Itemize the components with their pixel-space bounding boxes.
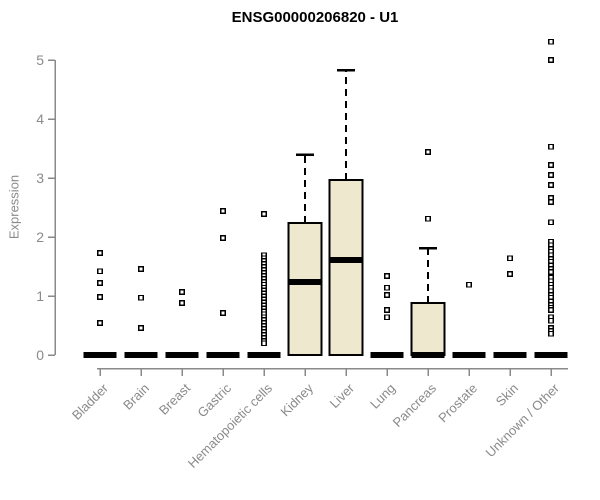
x-category-label-pancreas: Pancreas [390,380,440,430]
outlier-point-lung [384,307,390,314]
outlier-point-unknown-other [548,199,554,206]
median-kidney [288,278,322,285]
x-category-label-unknown-other: Unknown / Other [483,380,563,460]
outlier-point-unknown-other [548,182,554,189]
outlier-point-lung [384,314,390,321]
y-tick-label: 3 [36,170,44,186]
outlier-point-skin [507,255,513,262]
outlier-point-pancreas [425,215,431,222]
x-category-label-breast: Breast [156,380,193,417]
outlier-point-unknown-other [548,172,554,179]
outlier-point-unknown-other [548,38,554,45]
outlier-point-unknown-other [548,317,554,324]
outlier-point-brain [138,294,144,301]
zero-bar-breast [165,352,199,358]
y-tick-label: 2 [36,229,44,245]
outlier-point-breast [179,288,185,295]
zero-bar-unknown-other [534,352,568,358]
chart-title: ENSG00000206820 - U1 [231,9,399,26]
outlier-point-unknown-other [548,330,554,337]
outlier-point-bladder [97,249,103,256]
outlier-point-pancreas [425,149,431,155]
zero-bar-skin [493,352,527,358]
outlier-point-gastric [220,310,226,317]
y-tick-label: 4 [36,111,44,127]
zero-bar-hematopoietic-cells [247,352,281,358]
outlier-point-brain [138,265,144,272]
zero-bar-brain [124,352,158,358]
zero-bar-prostate [452,352,486,358]
outlier-point-bladder [97,280,103,286]
zero-bar-bladder [83,352,117,358]
outlier-point-unknown-other [548,143,554,150]
outlier-point-lung [384,284,390,291]
outlier-point-bladder [97,320,103,327]
zero-bar-gastric [206,352,240,358]
outlier-point-skin [507,271,513,278]
x-category-label-gastric: Gastric [194,380,234,420]
x-category-label-kidney: Kidney [277,380,316,419]
box-pancreas [410,302,446,356]
outlier-point-unknown-other [548,162,554,168]
y-tick-label: 1 [36,288,44,304]
outlier-point-breast [179,300,185,307]
median-pancreas [411,352,445,358]
y-tick-label: 0 [36,347,44,363]
x-category-label-brain: Brain [120,381,152,413]
zero-bar-lung [370,352,404,358]
outlier-point-gastric [220,208,226,214]
outlier-point-brain [138,324,144,331]
x-category-label-skin: Skin [493,381,521,409]
median-liver [329,257,363,264]
outlier-point-lung [384,291,390,298]
outlier-point-unknown-other [548,57,554,63]
box-liver [328,178,364,356]
y-tick-label: 5 [36,52,44,68]
outlier-point-unknown-other [548,307,554,314]
outlier-point-bladder [97,294,103,301]
x-category-label-liver: Liver [327,380,358,411]
outlier-point-hematopoietic-cells [261,340,267,347]
outlier-point-hematopoietic-cells [261,211,267,217]
outlier-point-prostate [466,281,472,288]
x-category-label-lung: Lung [367,381,398,412]
outlier-point-unknown-other [548,268,554,275]
outlier-point-bladder [97,268,103,275]
outlier-point-unknown-other [548,219,554,226]
x-category-label-bladder: Bladder [69,380,112,423]
box-kidney [287,221,323,356]
outlier-point-gastric [220,235,226,242]
x-category-label-prostate: Prostate [435,381,480,426]
outlier-point-lung [384,272,390,279]
